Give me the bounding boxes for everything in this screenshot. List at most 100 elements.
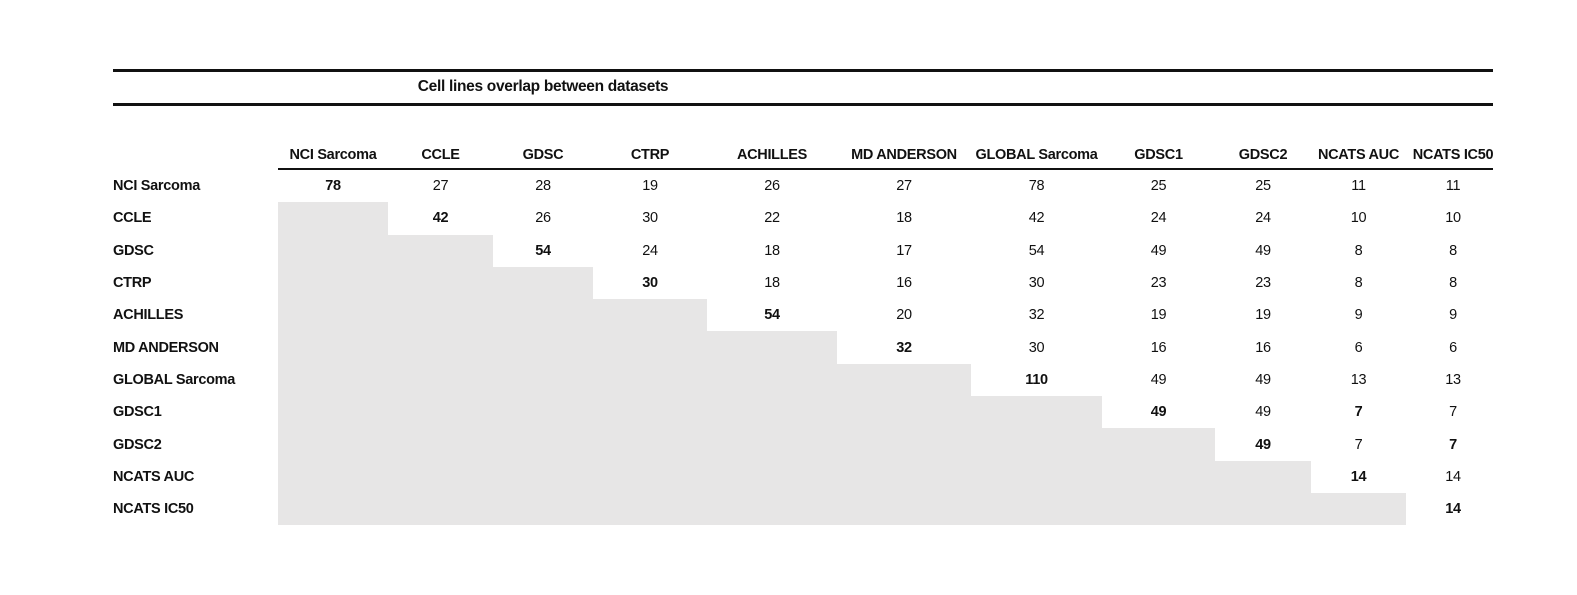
header-underline-divider — [278, 168, 1493, 170]
shaded-cell — [388, 363, 493, 397]
table-row: GLOBAL Sarcoma 110 49 49 13 13 — [110, 363, 1500, 397]
shaded-cell — [278, 299, 388, 332]
corner-cell — [110, 163, 278, 170]
column-header: GDSC — [522, 147, 564, 163]
shaded-cell — [493, 266, 593, 300]
matrix-cell: 24 — [1255, 210, 1271, 227]
matrix-cell: 25 — [1150, 178, 1167, 195]
matrix-cell: 49 — [1255, 242, 1271, 259]
column-header: GDSC2 — [1238, 147, 1288, 163]
shaded-cell — [1102, 460, 1215, 493]
matrix-cell: 9 — [1449, 307, 1457, 324]
matrix-cell: 14 — [1350, 468, 1367, 485]
shaded-cell — [1102, 428, 1215, 461]
matrix-cell: 42 — [1028, 210, 1045, 227]
matrix-cell: 49 — [1150, 371, 1167, 388]
matrix-cell: 11 — [1445, 178, 1461, 195]
shaded-cell — [593, 492, 707, 526]
shaded-cell — [493, 331, 593, 364]
shaded-cell — [388, 299, 493, 332]
matrix-cell: 7 — [1354, 404, 1363, 421]
matrix-cell: 8 — [1449, 242, 1457, 259]
shaded-cell — [493, 492, 593, 526]
matrix-cell: 24 — [642, 242, 658, 259]
row-label: NCATS AUC — [113, 468, 195, 485]
matrix-cell: 24 — [1150, 210, 1167, 227]
matrix-cell: 18 — [764, 242, 780, 259]
column-header: NCI Sarcoma — [289, 147, 377, 163]
matrix-cell: 27 — [896, 178, 912, 195]
shaded-cell — [707, 460, 837, 493]
shaded-cell — [707, 492, 837, 526]
column-header: CTRP — [630, 147, 670, 163]
matrix-cell: 27 — [432, 178, 449, 195]
row-label: CTRP — [113, 275, 152, 292]
shaded-cell — [971, 396, 1102, 429]
shaded-cell — [707, 363, 837, 397]
matrix-cell: 18 — [896, 210, 912, 227]
matrix-cell: 20 — [896, 307, 912, 324]
shaded-cell — [278, 396, 388, 429]
matrix-cell: 8 — [1449, 275, 1457, 292]
matrix-cell: 54 — [764, 307, 780, 324]
shaded-cell — [837, 396, 971, 429]
matrix-cell: 49 — [1255, 404, 1271, 421]
table-row: GDSC1 49 49 7 7 — [110, 396, 1500, 429]
matrix-cell: 30 — [642, 275, 658, 292]
shaded-cell — [388, 331, 493, 364]
shaded-cell — [593, 363, 707, 397]
matrix-cell: 6 — [1449, 339, 1457, 356]
shaded-cell — [593, 460, 707, 493]
column-header: MD ANDERSON — [851, 147, 957, 163]
shaded-cell — [707, 331, 837, 364]
shaded-cell — [278, 492, 388, 526]
row-label: CCLE — [113, 210, 152, 227]
matrix-cell: 16 — [896, 275, 912, 292]
shaded-cell — [278, 234, 388, 267]
title-bottom-rule-divider — [113, 103, 1493, 106]
shaded-cell — [388, 460, 493, 493]
shaded-cell — [388, 266, 493, 300]
table-title: Cell lines overlap between datasets — [417, 78, 669, 95]
shaded-cell — [837, 363, 971, 397]
shaded-cell — [388, 234, 493, 267]
matrix-cell: 49 — [1150, 242, 1167, 259]
shaded-cell — [971, 492, 1102, 526]
shaded-cell — [593, 396, 707, 429]
shaded-cell — [388, 428, 493, 461]
shaded-cell — [493, 363, 593, 397]
matrix-cell: 78 — [1028, 178, 1045, 195]
matrix-cell: 30 — [1028, 339, 1045, 356]
shaded-cell — [388, 396, 493, 429]
matrix-cell: 16 — [1255, 339, 1271, 356]
table-row: ACHILLES 54 20 32 19 19 9 9 — [110, 299, 1500, 332]
matrix-cell: 6 — [1354, 339, 1363, 356]
column-header: NCATS AUC — [1317, 147, 1400, 163]
matrix-cell: 7 — [1449, 436, 1457, 453]
matrix-cell: 30 — [642, 210, 658, 227]
shaded-cell — [837, 428, 971, 461]
matrix-cell: 49 — [1255, 371, 1271, 388]
matrix-cell: 14 — [1445, 468, 1461, 485]
shaded-cell — [971, 460, 1102, 493]
matrix-cell: 19 — [642, 178, 658, 195]
shaded-cell — [1215, 460, 1311, 493]
column-header: CCLE — [421, 147, 460, 163]
shaded-cell — [493, 460, 593, 493]
table-row: GDSC2 49 7 7 — [110, 428, 1500, 461]
matrix-cell: 7 — [1354, 436, 1363, 453]
matrix-cell: 8 — [1354, 275, 1363, 292]
shaded-cell — [278, 266, 388, 300]
matrix-cell: 19 — [1255, 307, 1271, 324]
table-row: GDSC 54 24 18 17 54 49 49 8 8 — [110, 234, 1500, 267]
header-row: NCI Sarcoma CCLE GDSC CTRP ACHILLES MD ANDERS… — [110, 132, 1500, 170]
matrix-cell: 78 — [325, 178, 341, 195]
matrix-cell: 23 — [1255, 275, 1271, 292]
shaded-cell — [388, 492, 493, 526]
matrix-cell: 54 — [535, 242, 551, 259]
matrix-cell: 10 — [1350, 210, 1367, 227]
row-label: NCI Sarcoma — [113, 178, 200, 195]
matrix-cell: 18 — [764, 275, 780, 292]
row-label: NCATS IC50 — [113, 501, 194, 518]
